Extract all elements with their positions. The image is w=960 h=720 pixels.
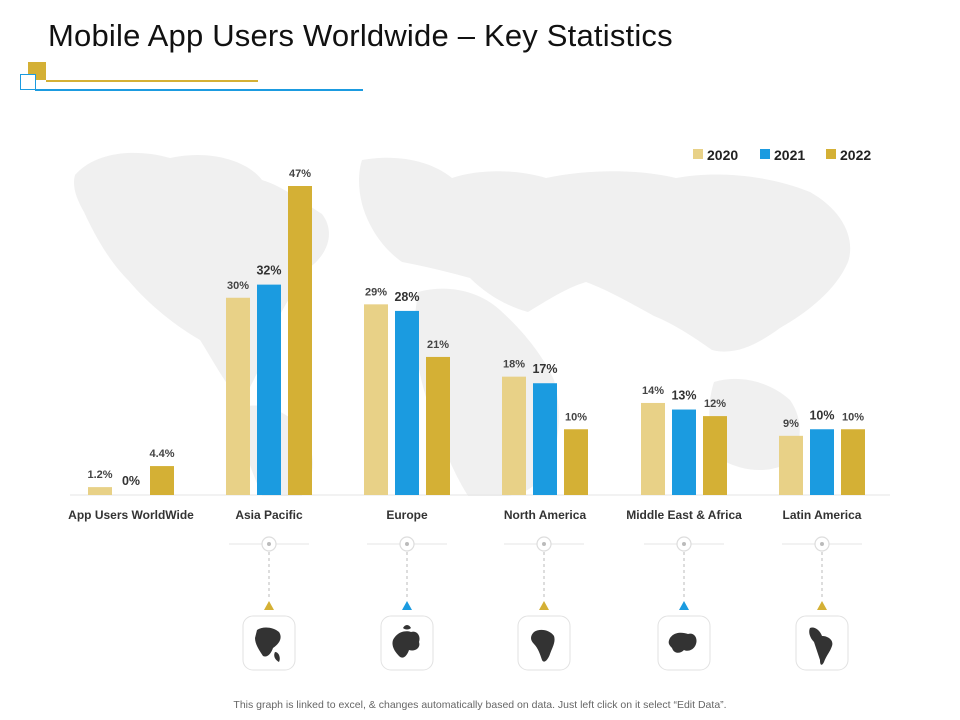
callout-latin-america <box>782 536 862 671</box>
category-label-middle-east-africa: Middle East & Africa <box>626 508 742 522</box>
data-label-europe-2020: 29% <box>365 286 387 298</box>
legend-swatch-2022 <box>826 149 836 159</box>
bar-latin-america-2020 <box>779 435 803 495</box>
bar-asia-pacific-2022 <box>288 186 312 495</box>
data-label-asia-pacific-2021: 32% <box>256 264 281 278</box>
callout-europe <box>367 536 447 671</box>
latin-america-map-icon <box>809 627 833 665</box>
data-label-middle-east-africa-2020: 14% <box>642 385 664 397</box>
region-callouts <box>229 536 862 671</box>
legend-item-2020: 2020 <box>693 147 738 163</box>
title-accent-gold-line <box>46 80 258 82</box>
callout-middle-east-africa <box>644 536 724 671</box>
legend-label-2021: 2021 <box>774 147 805 163</box>
bar-europe-2021 <box>395 310 419 495</box>
legend-label-2020: 2020 <box>707 147 738 163</box>
data-label-latin-america-2020: 9% <box>783 418 799 430</box>
bar-middle-east-africa-2021 <box>672 409 696 495</box>
title-accent-blue-line <box>35 89 363 91</box>
data-label-asia-pacific-2020: 30% <box>227 280 249 292</box>
category-label-app-users-worldwide: App Users WorldWide <box>68 508 194 522</box>
data-label-europe-2022: 21% <box>427 339 449 351</box>
bar-asia-pacific-2021 <box>257 284 281 495</box>
callout-asia-pacific <box>229 536 309 671</box>
legend-label-2022: 2022 <box>840 147 871 163</box>
bar-europe-2022 <box>426 356 450 495</box>
bar-asia-pacific-2020 <box>226 297 250 495</box>
category-label-europe: Europe <box>386 508 428 522</box>
bar-north-america-2021 <box>533 383 557 495</box>
data-label-latin-america-2021: 10% <box>809 408 834 422</box>
bar-europe-2020 <box>364 304 388 495</box>
data-label-asia-pacific-2022: 47% <box>289 168 311 180</box>
bar-north-america-2020 <box>502 376 526 495</box>
legend-swatch-2021 <box>760 149 770 159</box>
footer-note: This graph is linked to excel, & changes… <box>233 699 727 711</box>
data-label-north-america-2021: 17% <box>532 362 557 376</box>
title-accent-blue-square <box>20 74 36 90</box>
europe-map-icon <box>392 625 420 658</box>
legend-item-2021: 2021 <box>760 147 805 163</box>
world-map-background <box>74 152 851 496</box>
data-label-middle-east-africa-2021: 13% <box>671 389 696 403</box>
data-label-middle-east-africa-2022: 12% <box>704 398 726 410</box>
data-label-app-users-worldwide-2022: 4.4% <box>149 448 174 460</box>
legend-swatch-2020 <box>693 149 703 159</box>
bar-middle-east-africa-2022 <box>703 416 727 495</box>
bar-middle-east-africa-2020 <box>641 402 665 495</box>
north-america-map-icon <box>255 627 281 662</box>
bar-north-america-2022 <box>564 429 588 495</box>
middle-east-map-icon <box>668 632 697 653</box>
legend-item-2022: 2022 <box>826 147 871 163</box>
callout-north-america <box>504 536 584 671</box>
category-label-north-america: North America <box>504 508 587 522</box>
page-title: Mobile App Users Worldwide – Key Statist… <box>48 18 673 53</box>
data-label-app-users-worldwide-2020: 1.2% <box>87 469 112 481</box>
bar-app-users-worldwide-2022 <box>150 466 174 495</box>
category-label-latin-america: Latin America <box>783 508 862 522</box>
data-label-north-america-2022: 10% <box>565 411 587 423</box>
bar-latin-america-2022 <box>841 429 865 495</box>
data-label-europe-2021: 28% <box>394 290 419 304</box>
africa-map-icon <box>531 629 555 662</box>
data-label-north-america-2020: 18% <box>503 359 525 371</box>
bar-app-users-worldwide-2020 <box>88 487 112 495</box>
category-label-asia-pacific: Asia Pacific <box>235 508 303 522</box>
data-label-app-users-worldwide-2021: 0% <box>122 474 140 488</box>
bar-latin-america-2021 <box>810 429 834 495</box>
data-label-latin-america-2022: 10% <box>842 411 864 423</box>
